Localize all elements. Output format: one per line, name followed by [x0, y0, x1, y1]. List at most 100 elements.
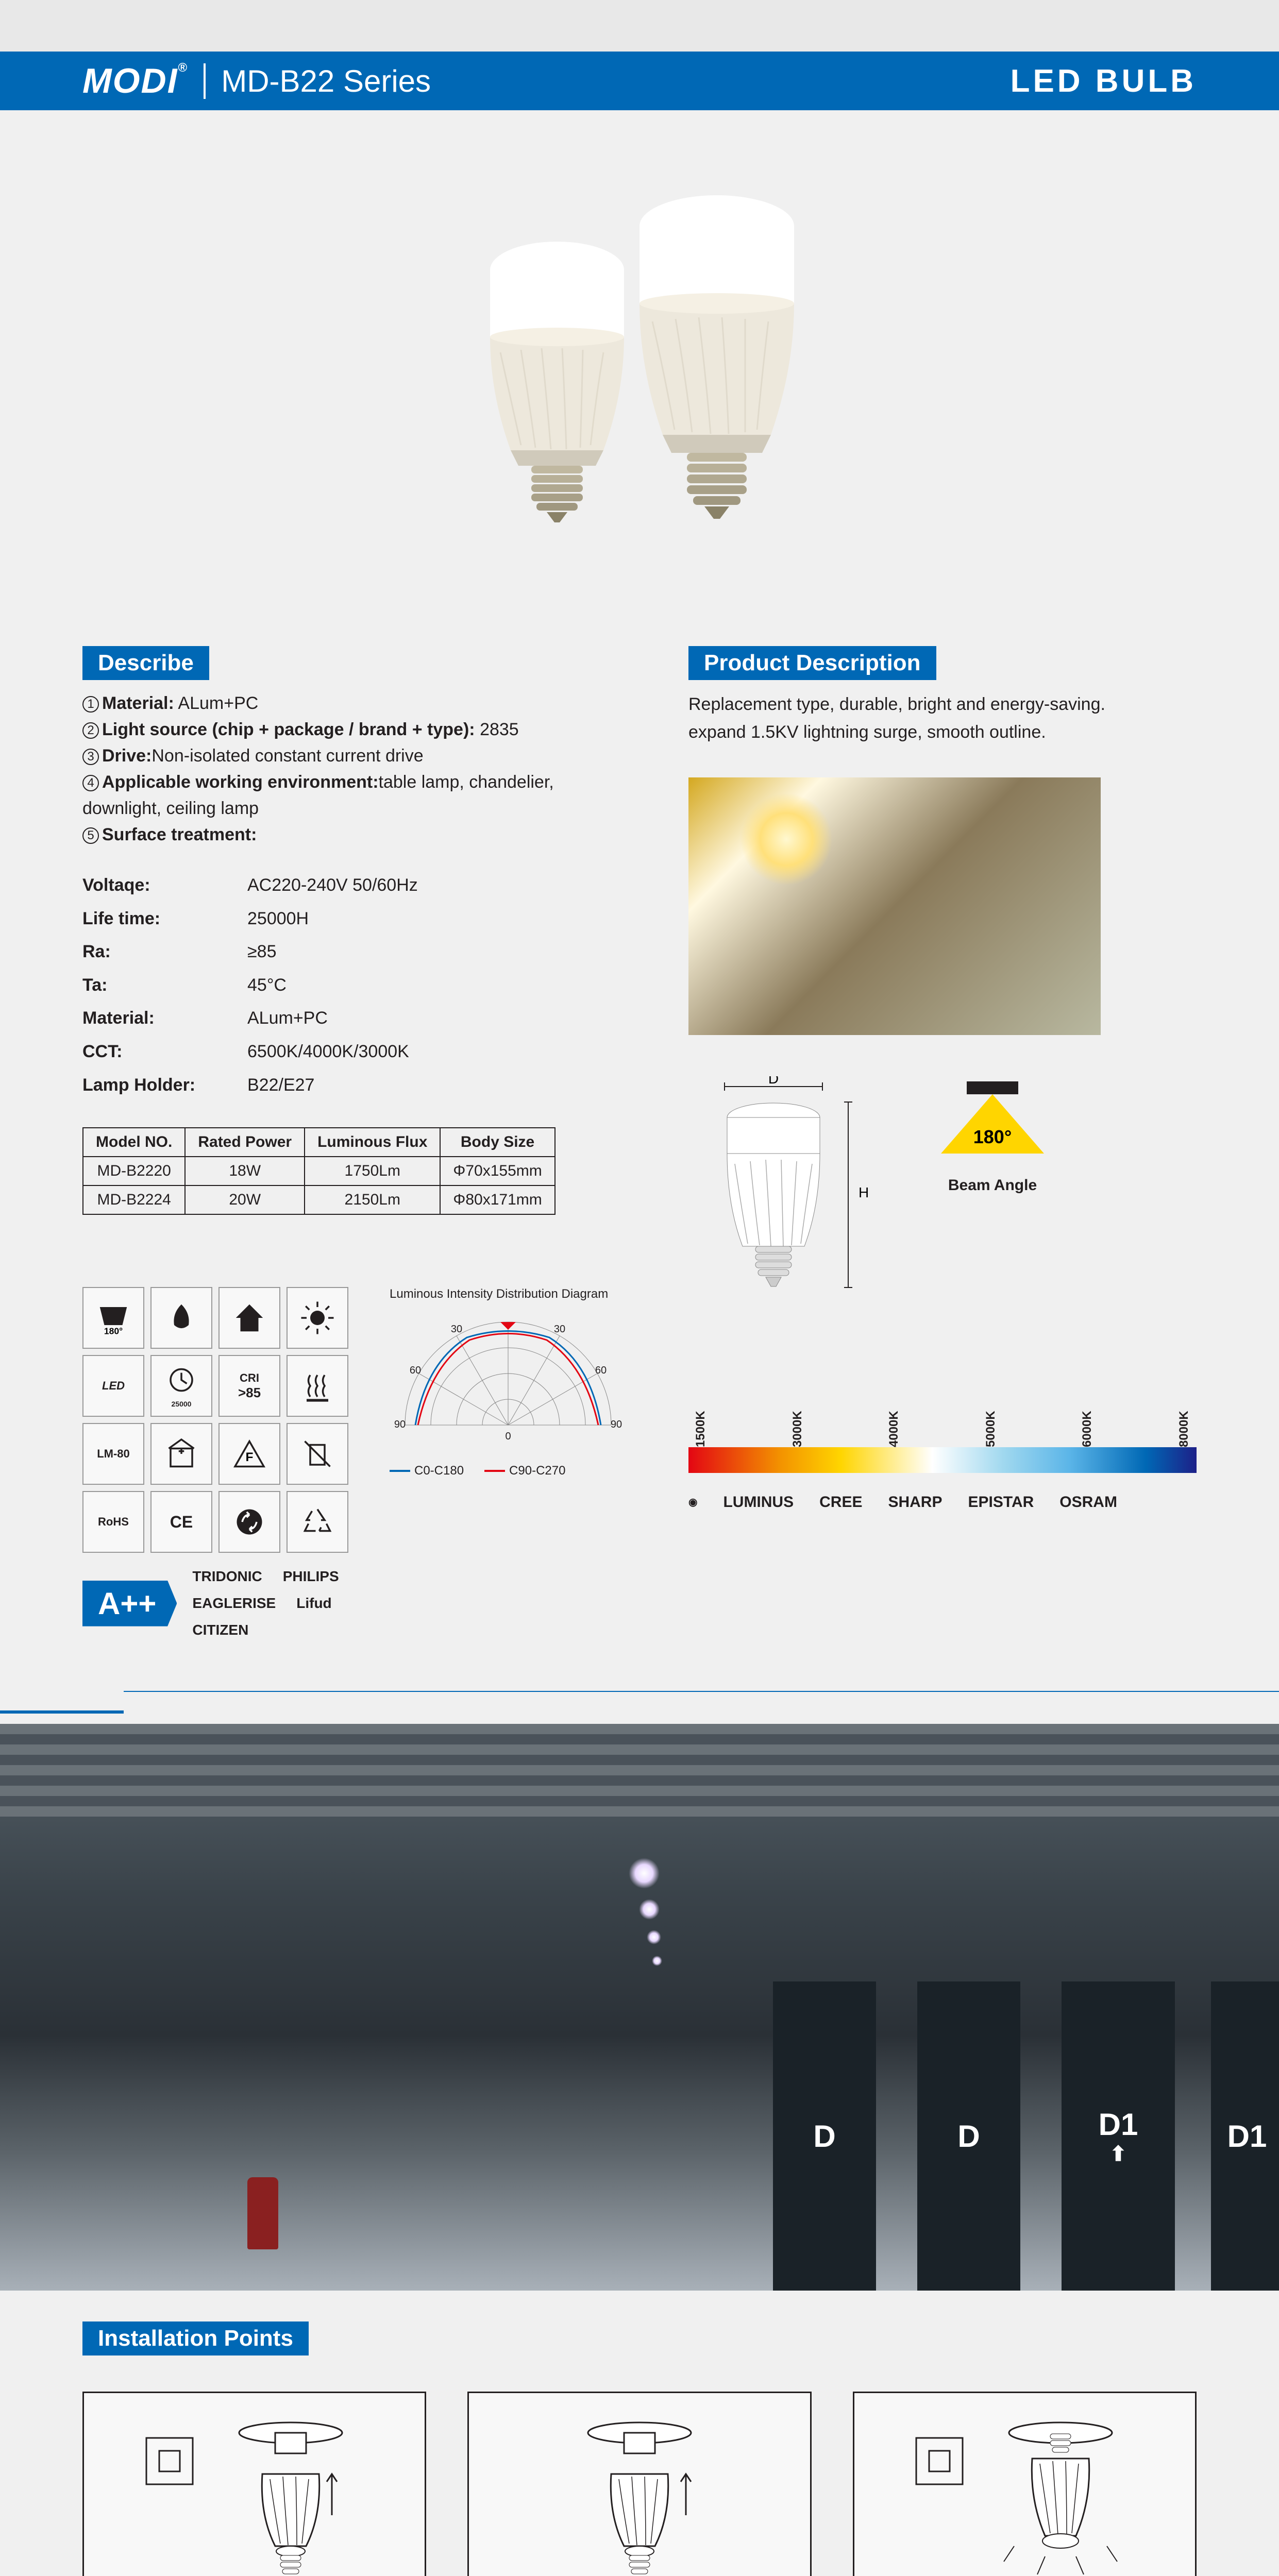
logo-text: MODI — [82, 61, 178, 100]
svg-text:D: D — [768, 1076, 779, 1087]
garage-photo: D D D1⬆ D1 — [0, 1724, 1279, 2291]
describe-heading: Describe — [82, 646, 209, 680]
right-column: Product Description Replacement type, du… — [688, 646, 1197, 1638]
install-grid: Turn off the power and remove the origin… — [82, 2392, 1197, 2576]
garage-light — [652, 1956, 662, 1966]
legend-c0: C0-C180 — [414, 1464, 464, 1478]
svg-text:60: 60 — [595, 1365, 607, 1376]
item-value: ALum+PC — [178, 693, 258, 713]
item-num: 1 — [82, 696, 99, 713]
item-label: Drive: — [102, 746, 152, 766]
spec-val: ≥85 — [247, 935, 276, 969]
brand: CITIZEN — [192, 1622, 248, 1638]
desc-line1: Replacement type, durable, bright and en… — [688, 690, 1197, 718]
td: 20W — [185, 1185, 305, 1214]
beam-icon: 180° — [82, 1287, 144, 1349]
spec-key: Voltaqe: — [82, 869, 247, 902]
svg-text:H: H — [859, 1184, 869, 1200]
brand: PHILIPS — [283, 1568, 339, 1585]
cri-icon: CRI>85 — [218, 1355, 280, 1417]
svg-text:180°: 180° — [973, 1126, 1012, 1147]
bulb-illustration — [464, 172, 815, 595]
rohs-icon: RoHS — [82, 1491, 144, 1553]
th-model: Model NO. — [83, 1128, 185, 1157]
install-step-1: Turn off the power and remove the origin… — [82, 2392, 426, 2576]
extinguisher — [247, 2177, 278, 2249]
install-illustration — [82, 2392, 426, 2576]
bulb-dimensions: D — [688, 1076, 884, 1313]
pillar: D — [773, 1981, 876, 2291]
model-table: Model NO. Rated Power Luminous Flux Body… — [82, 1127, 556, 1215]
recycle2-icon — [287, 1491, 348, 1553]
ct-label: 1500K — [694, 1406, 708, 1447]
describe-list: 1Material: ALum+PC 2Light source (chip +… — [82, 690, 627, 848]
th-power: Rated Power — [185, 1128, 305, 1157]
pillar: D — [917, 1981, 1020, 2291]
brand: SHARP — [888, 1494, 942, 1511]
item-label: Surface treatment: — [102, 825, 257, 844]
item-num: 5 — [82, 827, 99, 844]
color-temp-scale: 1500K 3000K 4000K 5000K 6000K 8000K ◉LUM… — [688, 1406, 1197, 1511]
spec-key: Material: — [82, 1002, 247, 1035]
pillar-label: D1 — [1099, 2107, 1138, 2142]
spec-val: 25000H — [247, 902, 309, 936]
svg-text:30: 30 — [554, 1324, 565, 1335]
pillar-label: D — [957, 2119, 980, 2154]
svg-text:F: F — [246, 1450, 254, 1464]
page: MODI® MD-B22 Series LED BULB — [0, 52, 1279, 2576]
polar-chart: 9090 6060 3030 0 — [390, 1307, 627, 1451]
spec-key: CCT: — [82, 1035, 247, 1069]
header-bar: MODI® MD-B22 Series LED BULB — [0, 52, 1279, 110]
ct-label: 5000K — [984, 1406, 998, 1447]
factory-photo — [688, 777, 1101, 1035]
sun-icon — [287, 1287, 348, 1349]
spec-key: Life time: — [82, 902, 247, 936]
table-row: MD-B2220 18W 1750Lm Φ70x155mm — [83, 1157, 555, 1185]
svg-text:90: 90 — [394, 1419, 406, 1430]
feature-icons-grid: 180° LED 25000 CRI>85 LM-80 F RoHS CE — [82, 1287, 348, 1553]
garage-light — [647, 1930, 661, 1944]
lifespan-icon: 25000 — [150, 1355, 212, 1417]
item-num: 2 — [82, 722, 99, 739]
item-num: 3 — [82, 749, 99, 765]
ct-label: 4000K — [887, 1406, 901, 1447]
category-label: LED BULB — [1011, 63, 1197, 99]
spec-val: ALum+PC — [247, 1002, 328, 1035]
lm80-icon: LM-80 — [82, 1423, 144, 1485]
rating-row: A++ TRIDONIC PHILIPS EAGLERISE Lifud CIT… — [82, 1568, 348, 1638]
td: MD-B2224 — [83, 1185, 185, 1214]
beam-angle-icon: 180° — [936, 1076, 1049, 1169]
indoor-icon — [150, 1423, 212, 1485]
ce-icon: CE — [150, 1491, 212, 1553]
item-label: Light source (chip + package / brand + t… — [102, 720, 475, 739]
nobin-icon — [287, 1423, 348, 1485]
recycle-icon — [218, 1491, 280, 1553]
beam-angle-label: Beam Angle — [936, 1177, 1049, 1194]
logo: MODI® — [82, 61, 188, 101]
install-step-3: Turn on the power and the LED bulb will … — [853, 2392, 1197, 2576]
logo-reg: ® — [178, 61, 189, 75]
installation-section: Installation Points — [0, 2291, 1279, 2576]
garage-light — [629, 1858, 660, 1889]
garage-light — [639, 1899, 660, 1920]
spec-val: 6500K/4000K/3000K — [247, 1035, 409, 1069]
divider — [0, 1710, 124, 1714]
pillar-label: D — [813, 2119, 835, 2154]
specs-list: Voltaqe:AC220-240V 50/60Hz Life time:250… — [82, 869, 627, 1101]
spec-val: B22/E27 — [247, 1069, 314, 1102]
product-desc-heading: Product Description — [688, 646, 936, 680]
chip-brands: ◉LUMINUS CREE SHARP EPISTAR OSRAM — [688, 1494, 1197, 1511]
td: Φ80x171mm — [440, 1185, 554, 1214]
brand: EPISTAR — [968, 1494, 1034, 1511]
spec-val: AC220-240V 50/60Hz — [247, 869, 418, 902]
table-row: MD-B2224 20W 2150Lm Φ80x171mm — [83, 1185, 555, 1214]
install-heading: Installation Points — [82, 2321, 309, 2355]
ct-gradient-bar — [688, 1447, 1197, 1473]
eco-icon — [150, 1287, 212, 1349]
brand: CREE — [819, 1494, 862, 1511]
td: 18W — [185, 1157, 305, 1185]
th-flux: Luminous Flux — [305, 1128, 440, 1157]
spec-val: 45°C — [247, 969, 287, 1002]
brand: LUMINUS — [723, 1494, 794, 1511]
energy-rating: A++ — [82, 1581, 177, 1626]
